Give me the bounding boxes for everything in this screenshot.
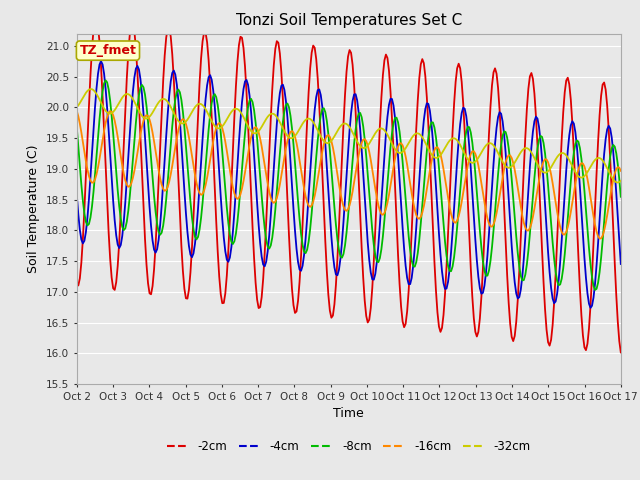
-16cm bbox=[140, 118, 147, 123]
Line: -2cm: -2cm bbox=[77, 18, 621, 352]
-32cm bbox=[73, 104, 81, 110]
-8cm bbox=[588, 275, 596, 280]
-2cm bbox=[588, 274, 596, 279]
-32cm bbox=[237, 109, 244, 115]
-2cm bbox=[237, 34, 244, 40]
-32cm bbox=[614, 180, 621, 185]
-16cm bbox=[253, 126, 261, 132]
-32cm bbox=[588, 161, 596, 167]
-2cm bbox=[93, 15, 100, 21]
-4cm bbox=[237, 118, 244, 123]
-16cm bbox=[73, 108, 81, 114]
-32cm bbox=[255, 128, 262, 134]
-32cm bbox=[264, 114, 271, 120]
-32cm bbox=[312, 124, 320, 130]
-4cm bbox=[312, 94, 320, 100]
-8cm bbox=[237, 186, 244, 192]
-2cm bbox=[255, 305, 262, 311]
-16cm bbox=[311, 193, 319, 199]
-4cm bbox=[587, 305, 595, 311]
Line: -4cm: -4cm bbox=[77, 61, 621, 308]
-8cm bbox=[141, 92, 149, 97]
Line: -32cm: -32cm bbox=[77, 89, 621, 182]
X-axis label: Time: Time bbox=[333, 407, 364, 420]
-4cm bbox=[141, 133, 149, 139]
-4cm bbox=[73, 192, 81, 198]
-32cm bbox=[141, 116, 149, 121]
-16cm bbox=[262, 172, 270, 178]
-8cm bbox=[264, 244, 271, 250]
-8cm bbox=[73, 125, 81, 131]
-8cm bbox=[255, 154, 262, 160]
-16cm bbox=[596, 236, 604, 241]
-8cm bbox=[312, 155, 320, 160]
Legend: -2cm, -4cm, -8cm, -16cm, -32cm: -2cm, -4cm, -8cm, -16cm, -32cm bbox=[162, 435, 536, 458]
Text: TZ_fmet: TZ_fmet bbox=[79, 44, 136, 57]
Y-axis label: Soil Temperature (C): Soil Temperature (C) bbox=[28, 144, 40, 273]
-32cm bbox=[86, 86, 94, 92]
-8cm bbox=[617, 194, 625, 200]
-2cm bbox=[617, 349, 625, 355]
-2cm bbox=[264, 185, 271, 191]
-16cm bbox=[617, 168, 625, 174]
-4cm bbox=[97, 59, 105, 64]
-8cm bbox=[102, 77, 109, 83]
-32cm bbox=[617, 178, 625, 184]
Title: Tonzi Soil Temperatures Set C: Tonzi Soil Temperatures Set C bbox=[236, 13, 462, 28]
-2cm bbox=[73, 280, 81, 286]
Line: -16cm: -16cm bbox=[77, 111, 621, 239]
-2cm bbox=[141, 236, 149, 241]
-4cm bbox=[264, 248, 271, 254]
-4cm bbox=[589, 295, 597, 300]
-16cm bbox=[587, 194, 595, 200]
-4cm bbox=[617, 261, 625, 267]
-4cm bbox=[255, 222, 262, 228]
-2cm bbox=[312, 56, 320, 62]
Line: -8cm: -8cm bbox=[77, 80, 621, 290]
-16cm bbox=[235, 195, 243, 201]
-8cm bbox=[591, 287, 599, 293]
